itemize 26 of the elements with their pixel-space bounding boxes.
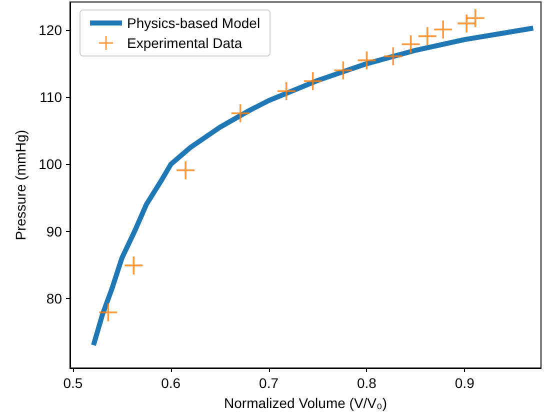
x-tick-label: 0.9 bbox=[454, 375, 475, 391]
y-axis-title: Pressure (mmHg) bbox=[12, 130, 29, 240]
point bbox=[124, 256, 143, 274]
point bbox=[434, 20, 452, 38]
x-tick-label: 0.8 bbox=[356, 375, 377, 391]
legend-label: Physics-based Model bbox=[127, 15, 260, 31]
y-tick-label: 120 bbox=[38, 22, 62, 38]
point bbox=[458, 14, 476, 32]
point bbox=[176, 161, 195, 180]
x-tick-label: 0.7 bbox=[259, 375, 279, 391]
y-tick-label: 100 bbox=[38, 156, 62, 172]
x-axis-title: Normalized Volume (V/V₀) bbox=[224, 395, 387, 411]
point bbox=[231, 104, 250, 122]
point bbox=[304, 72, 322, 90]
legend-label: Experimental Data bbox=[127, 35, 242, 51]
x-tick-label: 0.6 bbox=[161, 375, 181, 391]
point bbox=[466, 9, 484, 28]
point bbox=[334, 61, 352, 80]
y-tick-label: 110 bbox=[40, 89, 62, 106]
x-tick-label: 0.5 bbox=[63, 375, 83, 391]
y-tick-label: 80 bbox=[46, 290, 62, 306]
y-tick-label: 90 bbox=[46, 223, 62, 240]
point bbox=[384, 47, 402, 66]
point bbox=[418, 27, 436, 46]
point bbox=[277, 82, 296, 100]
point bbox=[99, 303, 118, 322]
